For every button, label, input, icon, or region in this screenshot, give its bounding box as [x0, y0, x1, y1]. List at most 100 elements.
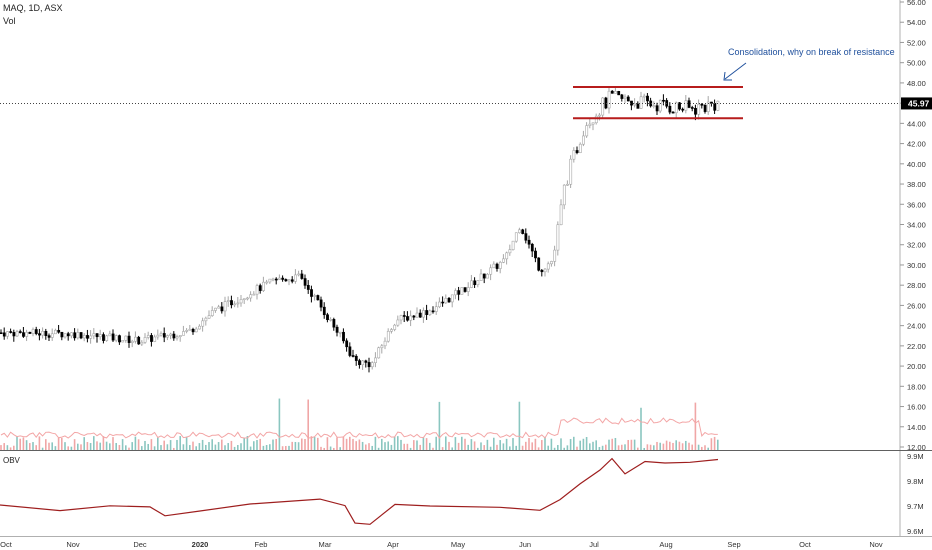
- candle-body: [294, 274, 297, 282]
- volume-bar: [339, 447, 341, 450]
- price-tick-label: 18.00: [907, 382, 926, 391]
- candle-body: [393, 324, 397, 330]
- price-tick-label: 48.00: [907, 79, 926, 88]
- price-tick-label: 34.00: [907, 221, 926, 230]
- volume-bar: [477, 447, 479, 450]
- candle-body: [450, 294, 454, 303]
- candle-body: [169, 333, 173, 336]
- candle-body: [28, 331, 32, 334]
- volume-bar: [45, 439, 47, 450]
- obv-tick-label: 9.6M: [907, 527, 924, 536]
- volume-bar: [269, 444, 271, 450]
- time-tick-label: Oct: [0, 540, 13, 549]
- volume-bar: [637, 447, 639, 450]
- volume-bar: [643, 447, 645, 450]
- volume-bar: [22, 437, 25, 450]
- candle-body: [502, 258, 505, 263]
- candle-body: [716, 100, 720, 111]
- candle-body: [41, 331, 45, 336]
- main-pane: [0, 0, 900, 450]
- candle-body: [457, 290, 461, 295]
- volume-bar: [461, 436, 463, 450]
- volume-bar: [502, 443, 505, 450]
- volume-bar: [278, 398, 281, 450]
- volume-bar: [598, 447, 601, 450]
- annotation-text[interactable]: Consolidation, why on break of resistanc…: [728, 47, 895, 57]
- volume-bar: [374, 436, 377, 450]
- volume-bar: [592, 441, 594, 450]
- volume-bar: [201, 439, 204, 450]
- volume-bar: [25, 440, 28, 450]
- volume-bar: [448, 441, 450, 450]
- time-tick-label: Nov: [66, 540, 80, 549]
- candle-body: [463, 287, 467, 292]
- volume-bar: [515, 445, 517, 450]
- volume-bar: [342, 436, 345, 450]
- candle-body: [95, 333, 99, 338]
- candle-body: [217, 306, 221, 309]
- volume-bar: [361, 441, 364, 450]
- candle-body: [162, 333, 166, 338]
- candle-body: [486, 273, 489, 279]
- price-tick-label: 56.00: [907, 0, 926, 7]
- time-tick-label: Apr: [387, 540, 399, 549]
- volume-bar: [621, 444, 623, 450]
- candle-body: [700, 103, 704, 106]
- volume-bar: [275, 438, 277, 450]
- volume-bar: [512, 438, 514, 450]
- candle-body: [284, 279, 288, 282]
- volume-bar: [381, 438, 383, 450]
- candle-body: [18, 331, 22, 333]
- volume-bar: [557, 445, 559, 450]
- candle-body: [297, 273, 301, 276]
- time-axis[interactable]: Oct Nov Dec 2020 Feb Mar Apr May Jun Jul Aug Sep Oct…: [0, 540, 883, 549]
- price-axis[interactable]: 12.00 14.00 16.00 18.00 20.00 22.00 24.00 26.00…: [900, 0, 926, 452]
- candle-body: [124, 335, 128, 341]
- candle-body: [153, 336, 157, 342]
- volume-bar: [691, 444, 693, 450]
- volume-bar: [304, 438, 306, 450]
- candle-body: [409, 315, 413, 321]
- candle-body: [697, 103, 701, 115]
- volume-bar: [582, 438, 585, 450]
- volume-bar: [544, 436, 546, 450]
- volume-bar: [630, 439, 633, 450]
- volume-bar: [57, 438, 60, 450]
- volume-bar: [445, 436, 447, 450]
- candle-body: [198, 325, 201, 330]
- candle-body: [399, 315, 403, 321]
- candle-body: [111, 333, 115, 341]
- volume-bar: [509, 446, 511, 450]
- volume-bar: [38, 436, 41, 450]
- candle-body: [351, 355, 355, 357]
- candle-body: [402, 315, 406, 317]
- candle-body: [22, 332, 25, 337]
- volume-bar: [499, 440, 501, 450]
- volume-bar: [179, 436, 181, 450]
- candle-body: [79, 332, 83, 339]
- volume-bar: [413, 440, 415, 450]
- volume-bar: [109, 443, 111, 450]
- volume-bar: [537, 447, 540, 450]
- volume-bar: [569, 439, 572, 450]
- volume-bar: [352, 438, 354, 450]
- candle-body: [258, 285, 262, 291]
- volume-bar: [141, 446, 143, 450]
- candle-body: [358, 360, 361, 366]
- volume-bar: [646, 444, 649, 450]
- candle-body: [575, 150, 579, 153]
- candle-body: [614, 91, 617, 94]
- volume-bar: [134, 436, 137, 450]
- volume-bar: [70, 446, 73, 450]
- volume-bar: [224, 445, 226, 450]
- candle-body: [354, 355, 358, 361]
- volume-bar: [259, 438, 261, 450]
- obv-axis[interactable]: 9.9M 9.8M 9.7M 9.6M: [907, 452, 924, 536]
- candle-body: [322, 306, 326, 316]
- volume-bar: [313, 436, 316, 450]
- volume-bar: [480, 442, 482, 450]
- price-tick-label: 12.00: [907, 443, 926, 452]
- candle-body: [70, 332, 73, 337]
- volume-bar: [3, 443, 5, 450]
